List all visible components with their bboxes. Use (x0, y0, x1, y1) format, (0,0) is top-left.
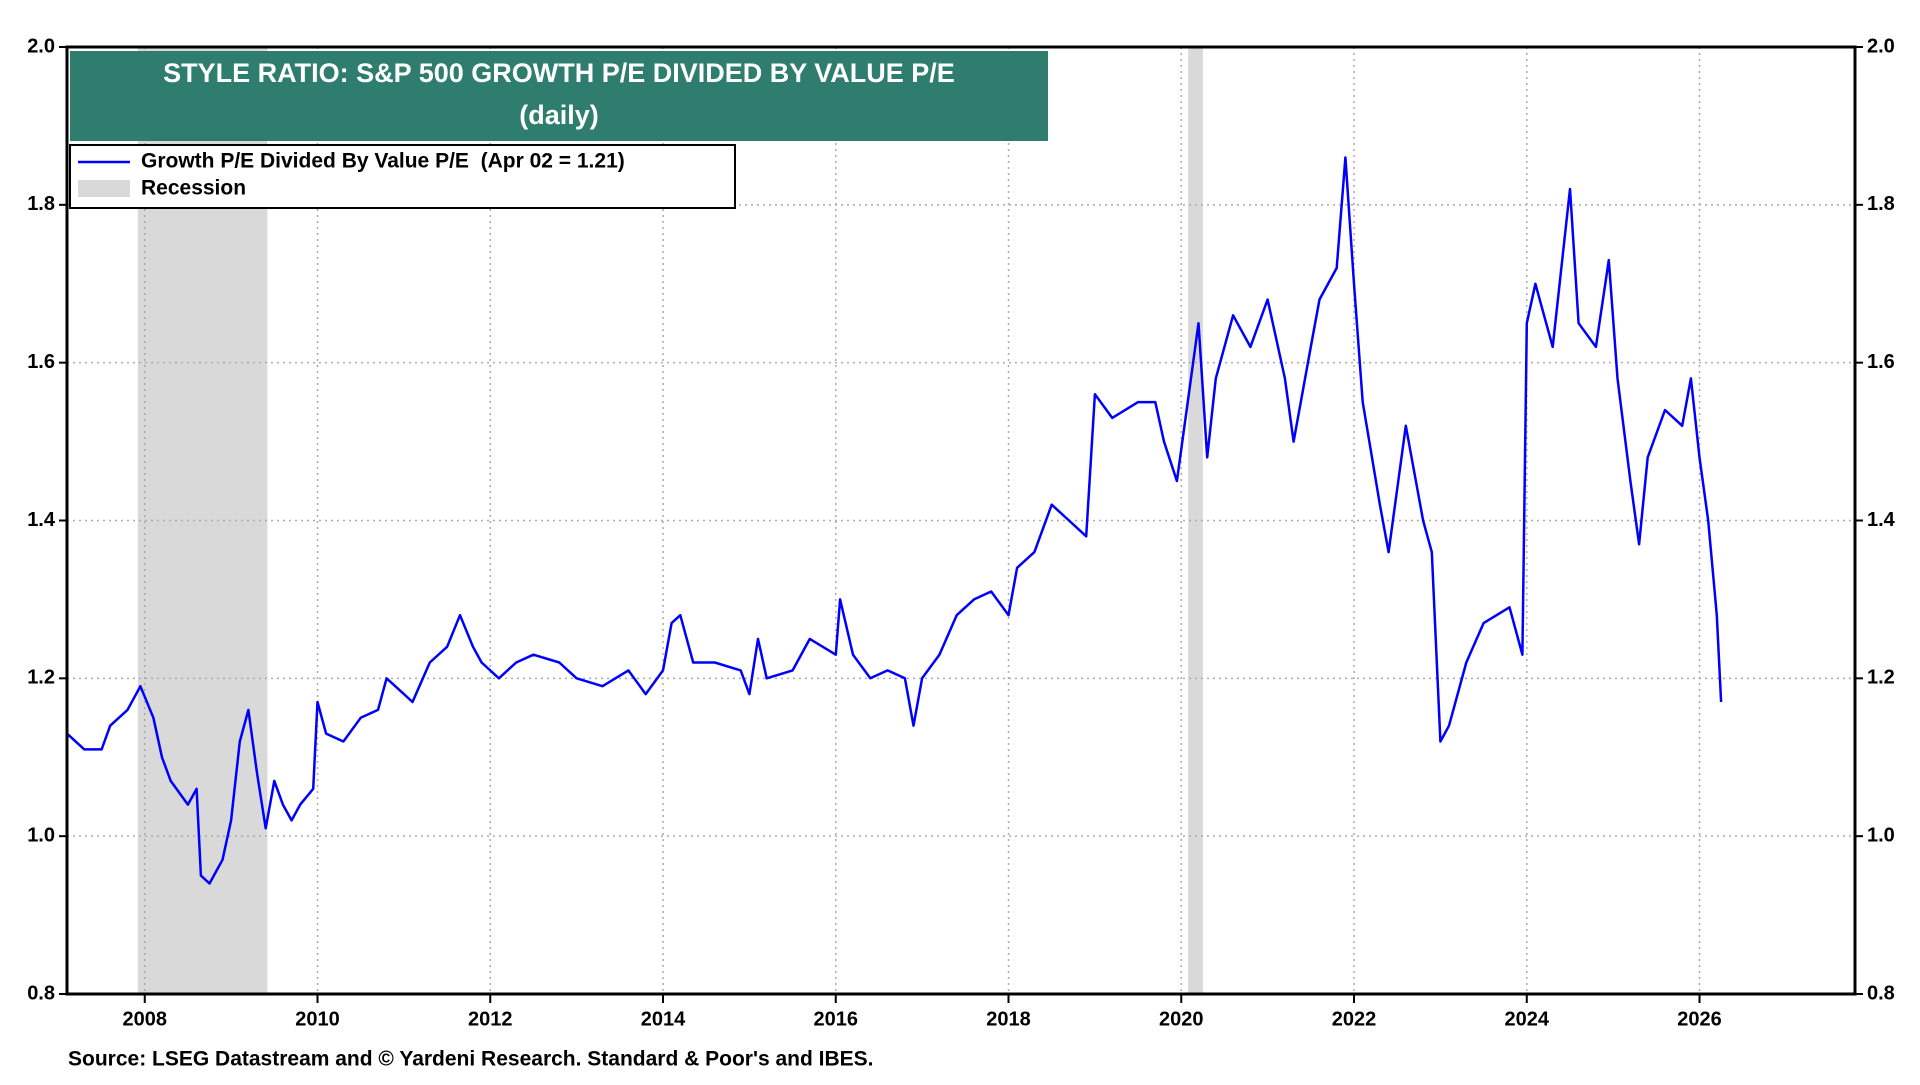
y-tick-label: 1.0 (27, 824, 55, 846)
source-note: Source: LSEG Datastream and © Yardeni Re… (68, 1048, 874, 1071)
x-tick-label: 2022 (1332, 1008, 1377, 1030)
y2-tick-label: 1.6 (1867, 351, 1895, 373)
plot-frame (65, 45, 1857, 996)
x-tick-label: 2018 (986, 1008, 1031, 1030)
x-tick-label: 2008 (122, 1008, 167, 1030)
x-tick-label: 2020 (1159, 1008, 1204, 1030)
y-tick-label: 1.4 (27, 509, 56, 531)
chart-subtitle: (daily) (519, 100, 599, 130)
y2-tick-label: 2.0 (1867, 35, 1895, 57)
y2-tick-label: 1.4 (1867, 509, 1896, 531)
title-box (70, 51, 1048, 141)
legend-label: Recession (141, 177, 246, 200)
chart-title: STYLE RATIO: S&P 500 GROWTH P/E DIVIDED … (163, 58, 955, 88)
legend-box (69, 144, 736, 209)
y2-tick-label: 1.8 (1867, 193, 1895, 215)
legend-label: Growth P/E Divided By Value P/E (Apr 02 … (141, 150, 625, 173)
y-tick-label: 1.8 (27, 193, 55, 215)
y-tick-label: 2.0 (27, 35, 55, 57)
x-tick-label: 2016 (814, 1008, 859, 1030)
x-tick-label: 2026 (1677, 1008, 1722, 1030)
x-tick-label: 2012 (468, 1008, 513, 1030)
y-tick-label: 0.8 (27, 982, 55, 1004)
y-tick-label: 1.6 (27, 351, 55, 373)
data-line (66, 156, 1723, 885)
y2-tick-label: 1.2 (1867, 667, 1895, 689)
x-tick-label: 2010 (295, 1008, 340, 1030)
y-tick-label: 1.2 (27, 667, 55, 689)
legend-swatch (78, 180, 130, 197)
x-tick-label: 2024 (1505, 1008, 1550, 1030)
x-tick-label: 2014 (641, 1008, 686, 1030)
y2-tick-label: 0.8 (1867, 982, 1895, 1004)
y2-tick-label: 1.0 (1867, 824, 1895, 846)
